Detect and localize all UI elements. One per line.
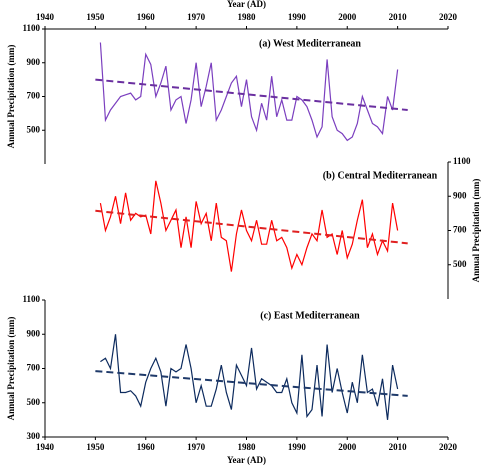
trend-line [95, 78, 408, 111]
x-tick-label: 2020 [439, 442, 458, 452]
x-tick-label: 2000 [338, 12, 357, 22]
x-tick-label: 1970 [187, 12, 206, 22]
x-tick-label: 1970 [187, 442, 206, 452]
x-tick-label: 2010 [389, 12, 408, 22]
data-line [100, 334, 399, 420]
panel-title: (b) Central Mediterranean [323, 170, 438, 181]
y-tick-label: 1100 [22, 23, 40, 33]
x-tick-label: 1950 [86, 442, 105, 452]
y-tick-label: 500 [27, 124, 41, 134]
x-tick-label: 1940 [36, 442, 55, 452]
y-tick-label: 300 [27, 431, 41, 441]
y-tick-label: 500 [453, 259, 467, 269]
x-tick-label: 1950 [86, 12, 105, 22]
x-tick-label: 1940 [36, 12, 55, 22]
y-axis-label: Annual Precipitation (mm) [6, 45, 16, 149]
trend-line [95, 209, 408, 245]
x-tick-label: 1980 [238, 442, 257, 452]
x-tick-label: 1960 [137, 442, 156, 452]
x-tick-label: 2000 [338, 442, 357, 452]
x-tick-label: 2010 [389, 442, 408, 452]
y-axis-label: Annual Precipitation (mm) [6, 317, 16, 421]
y-tick-label: 900 [27, 57, 41, 67]
x-axis-label: Year (AD) [227, 455, 266, 465]
x-axis-label: Year (AD) [227, 0, 266, 9]
data-line [99, 42, 399, 142]
y-tick-label: 900 [453, 190, 467, 200]
y-axis-label: Annual Precipitation (mm) [471, 179, 481, 283]
y-tick-label: 700 [453, 225, 467, 235]
y-tick-label: 700 [27, 363, 41, 373]
y-tick-label: 1100 [453, 156, 471, 166]
y-tick-label: 700 [27, 91, 41, 101]
trend-line [95, 370, 408, 397]
y-tick-label: 1100 [22, 294, 40, 304]
panel-title: (c) East Mediterranean [260, 310, 360, 321]
x-tick-label: 1990 [288, 442, 307, 452]
panel-title: (a) West Mediterranean [259, 38, 361, 49]
y-tick-label: 500 [27, 397, 41, 407]
y-tick-label: 900 [27, 328, 41, 338]
x-tick-label: 1960 [137, 12, 156, 22]
x-tick-label: 2020 [439, 12, 458, 22]
x-tick-label: 1990 [288, 12, 307, 22]
x-tick-label: 1980 [238, 12, 257, 22]
data-line [99, 180, 399, 272]
